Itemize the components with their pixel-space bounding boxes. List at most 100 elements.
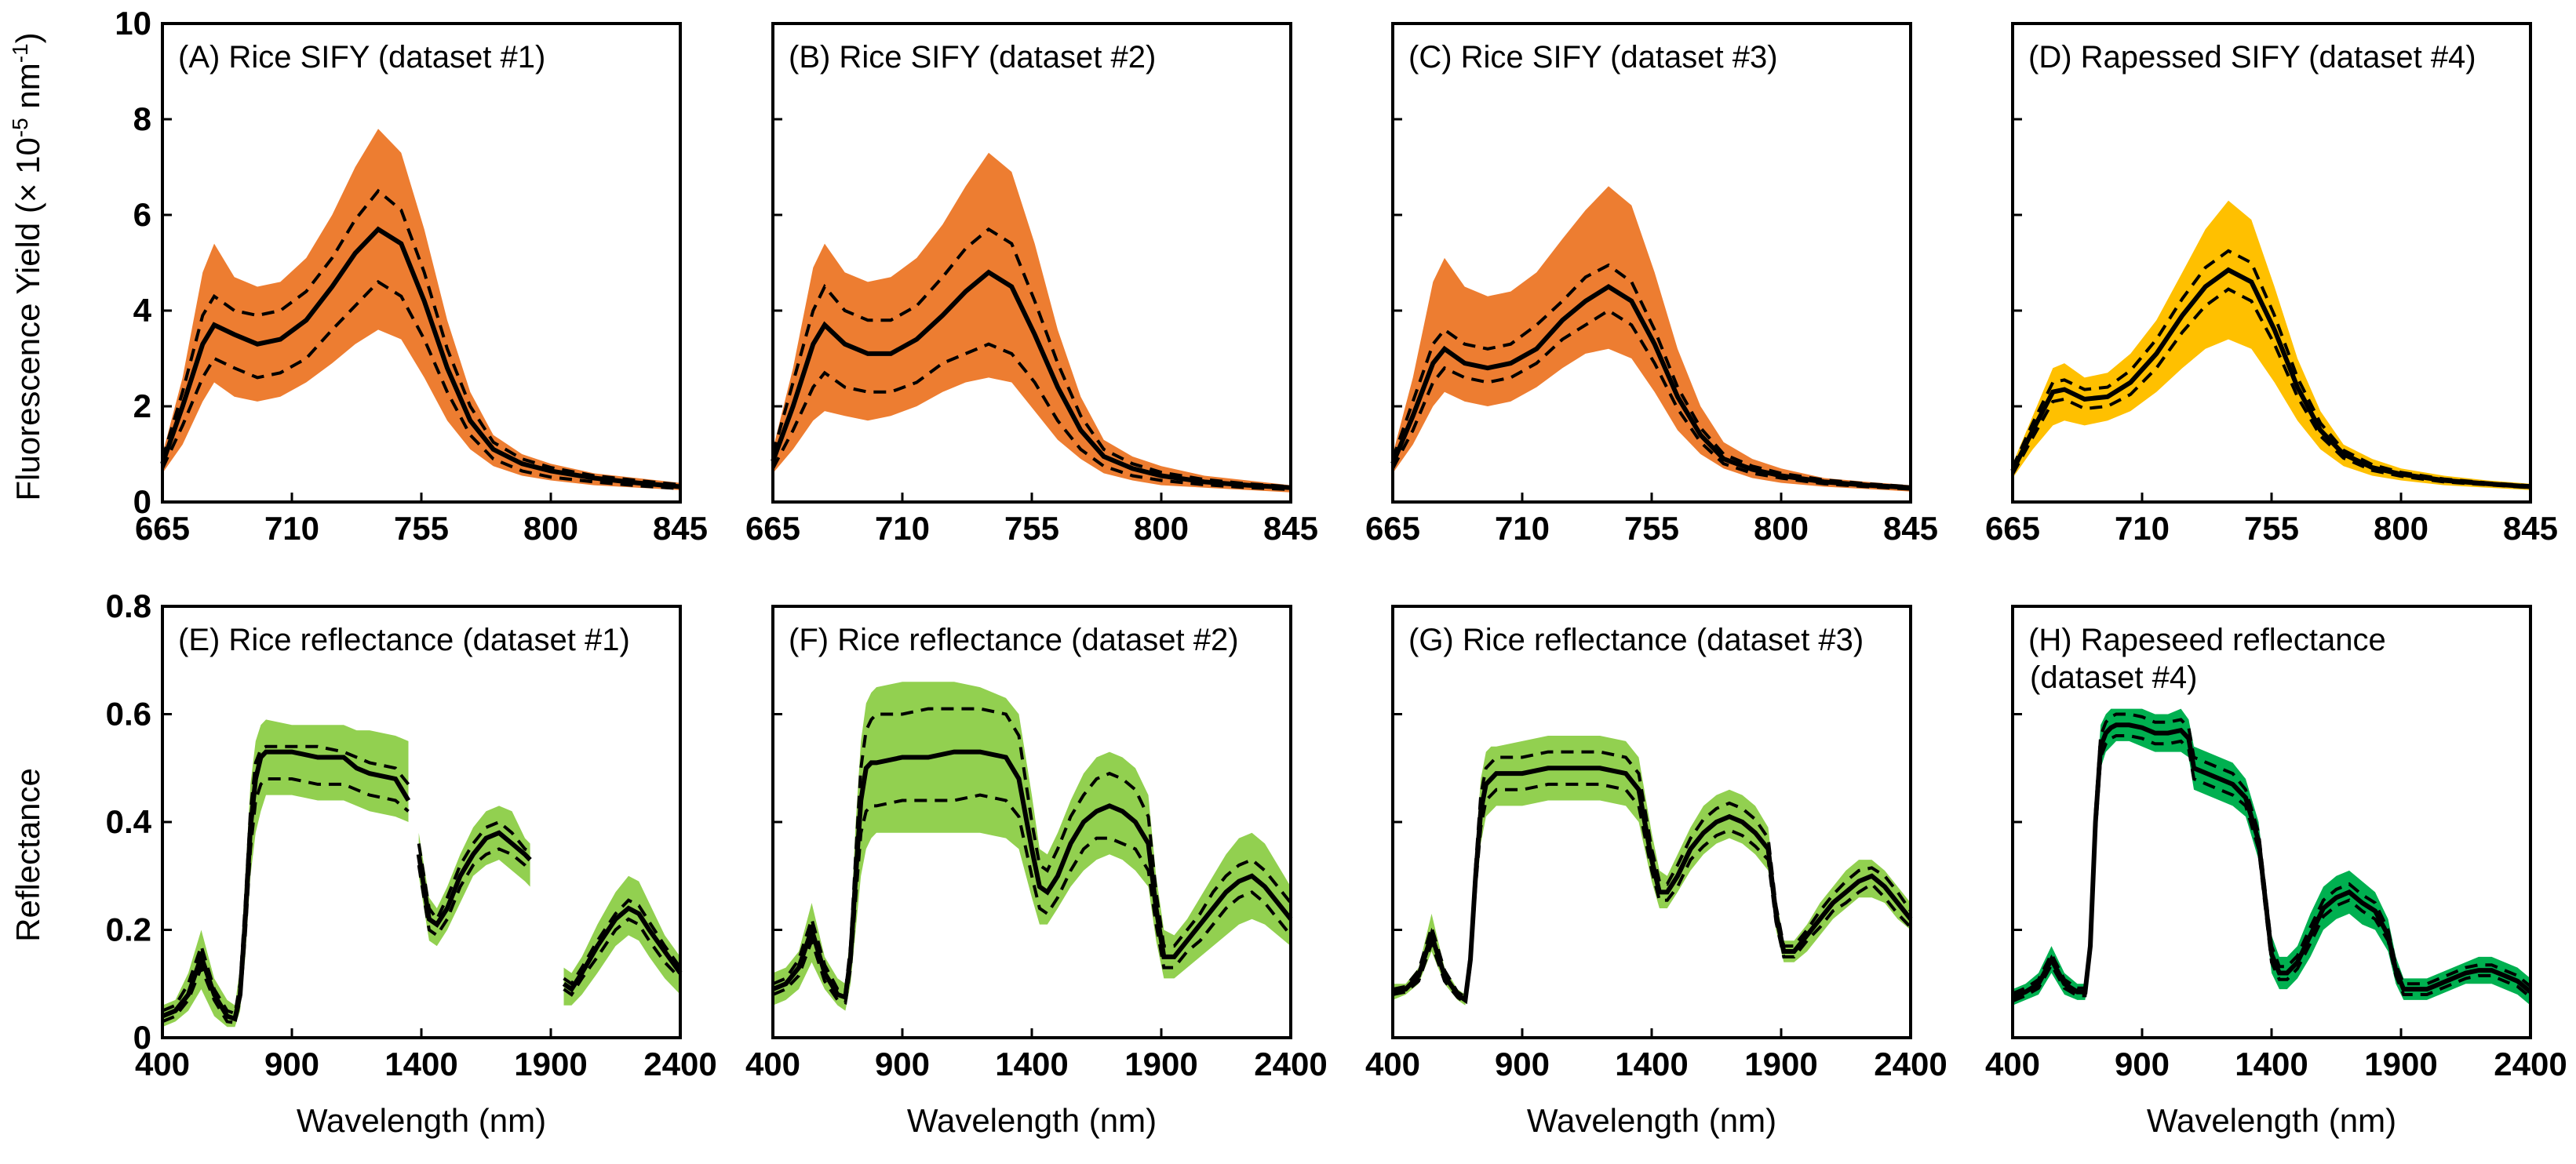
x-tick-label: 900 [264, 1046, 319, 1082]
panel-b: 665 710 755 800 845 (B) Rice SIFY (dataset #2… [745, 22, 1318, 547]
plot-frame-c [1391, 22, 1912, 504]
panel-title-c: (C) Rice SIFY (dataset #3) [1408, 40, 1778, 75]
y-tick-label: 10 [115, 5, 151, 42]
x-tick-label: 710 [264, 510, 319, 547]
lower-sd-line-a-0 [161, 279, 681, 490]
panel-title-h: (H) Rapeseed reflectance [2028, 623, 2386, 657]
lower-sd-line-e-2 [563, 917, 682, 997]
mean-line-h-0 [2011, 722, 2532, 1000]
upper-sd-line-a-0 [161, 188, 681, 486]
panel-title-b: (B) Rice SIFY (dataset #2) [789, 40, 1156, 75]
wavelength-axis-label: Wavelength (nm) [2147, 1102, 2396, 1139]
wavelength-axis-label: Wavelength (nm) [907, 1102, 1157, 1139]
x-tick-label: 2400 [1254, 1046, 1327, 1082]
wavelength-axis-label: Wavelength (nm) [1527, 1102, 1776, 1139]
panels-group: 665 710 755 800 845 0 2 4 6 8 10 (A) Rice SIFY (dat… [106, 5, 2567, 1139]
panel-a: 665 710 755 800 845 0 2 4 6 8 10 (A) Rice SIFY (dat… [115, 5, 708, 547]
panel-title-d: (D) Rapessed SIFY (dataset #4) [2028, 40, 2476, 75]
mean-line-b-0 [771, 269, 1292, 490]
panel-title-a: (A) Rice SIFY (dataset #1) [178, 40, 545, 75]
mean-line-c-0 [1390, 283, 1911, 490]
x-tick-label: 665 [135, 510, 190, 547]
panel-d: 665 710 755 800 845 (D) Rapessed SIFY (datase… [1985, 22, 2558, 547]
x-tick-label: 845 [1263, 510, 1318, 547]
plot-frame-d [2011, 22, 2532, 504]
mean-line-f-0 [771, 749, 1293, 1001]
x-tick-label: 845 [2503, 510, 2558, 547]
x-tick-label: 665 [745, 510, 800, 547]
x-tick-label: 710 [875, 510, 930, 547]
lower-sd-line-e-1 [417, 847, 532, 938]
panel-title-f: (F) Rice reflectance (dataset #2) [789, 623, 1239, 657]
x-tick-label: 900 [1495, 1046, 1550, 1082]
range-band-e-0 [162, 719, 409, 1028]
x-tick-label: 755 [1624, 510, 1679, 547]
y-tick-label: 4 [133, 292, 152, 329]
y-tick-label: 0.4 [106, 803, 152, 840]
x-tick-label: 845 [653, 510, 708, 547]
x-tick-label: 800 [523, 510, 578, 547]
x-tick-label: 845 [1883, 510, 1938, 547]
panel-f: 400 900 1400 1900 2400 (F) Rice reflectance (… [745, 605, 1328, 1139]
y-tick-label: 0 [133, 1019, 151, 1056]
x-tick-label: 1900 [1124, 1046, 1197, 1082]
panel-title-e: (E) Rice reflectance (dataset #1) [178, 623, 630, 657]
x-tick-label: 1400 [384, 1046, 457, 1082]
panel-g: 400 900 1400 1900 2400 (G) Rice reflectance (… [1365, 605, 1947, 1139]
x-tick-label: 900 [2115, 1046, 2170, 1082]
mean-line-e-2 [562, 905, 683, 993]
y-tick-label: 0.8 [106, 587, 151, 624]
y-tick-label: 2 [133, 387, 151, 424]
x-tick-label: 755 [2244, 510, 2299, 547]
fluorescence-yield-axis-label: Fluorescence Yield (× 10-5 nm-1) [8, 32, 46, 500]
y-tick-label: 0.2 [106, 911, 151, 948]
x-tick-label: 755 [1004, 510, 1059, 547]
y-tick-label: 0.6 [106, 696, 151, 733]
x-tick-label: 1400 [2235, 1046, 2308, 1082]
x-tick-label: 800 [1134, 510, 1189, 547]
panel-e: 400 900 1400 1900 2400 0 0.2 0.4 0.6 0.8 (E) Rice … [106, 587, 717, 1139]
panel-title-line2-h: (dataset #4) [2030, 660, 2197, 695]
panel-h: 400 900 1400 1900 2400 (H) Rapeseed reflectan… [1985, 605, 2567, 1139]
range-band-a-0 [162, 129, 680, 490]
x-tick-label: 400 [745, 1046, 800, 1082]
upper-sd-line-b-0 [771, 227, 1292, 489]
x-tick-label: 710 [2115, 510, 2170, 547]
mean-line-e-0 [161, 749, 411, 1022]
x-tick-label: 800 [1754, 510, 1809, 547]
wavelength-axis-label: Wavelength (nm) [297, 1102, 546, 1139]
y-tick-label: 6 [133, 196, 151, 233]
mean-line-a-0 [160, 226, 681, 489]
x-tick-label: 710 [1495, 510, 1550, 547]
upper-sd-line-c-0 [1391, 263, 1911, 489]
x-tick-label: 2400 [643, 1046, 716, 1082]
mean-line-e-1 [416, 830, 532, 928]
x-tick-label: 2400 [1874, 1046, 1947, 1082]
range-band-d-0 [2013, 200, 2530, 490]
x-tick-label: 1900 [2364, 1046, 2437, 1082]
mean-line-g-0 [1392, 766, 1913, 1005]
y-tick-label: 0 [133, 483, 151, 520]
mean-line-d-0 [2010, 267, 2531, 489]
x-tick-label: 400 [1985, 1046, 2040, 1082]
range-band-e-2 [563, 875, 680, 1006]
x-tick-label: 1400 [1615, 1046, 1688, 1082]
upper-sd-line-f-0 [772, 707, 1292, 995]
x-tick-label: 665 [1365, 510, 1420, 547]
panel-title-g: (G) Rice reflectance (dataset #3) [1408, 623, 1864, 657]
x-tick-label: 900 [875, 1046, 930, 1082]
y-tick-label: 8 [133, 100, 151, 137]
lower-sd-line-b-0 [771, 342, 1292, 492]
range-band-b-0 [773, 152, 1291, 493]
panel-c: 665 710 755 800 845 (C) Rice SIFY (dataset #3… [1365, 22, 1938, 547]
x-tick-label: 800 [2374, 510, 2428, 547]
x-tick-label: 1900 [1744, 1046, 1817, 1082]
x-tick-label: 755 [394, 510, 449, 547]
upper-sd-line-e-0 [162, 744, 410, 1016]
x-tick-label: 1400 [995, 1046, 1068, 1082]
x-tick-label: 2400 [2494, 1046, 2567, 1082]
x-tick-label: 400 [135, 1046, 190, 1082]
reflectance-axis-label: Reflectance [9, 768, 46, 942]
x-tick-label: 665 [1985, 510, 2040, 547]
